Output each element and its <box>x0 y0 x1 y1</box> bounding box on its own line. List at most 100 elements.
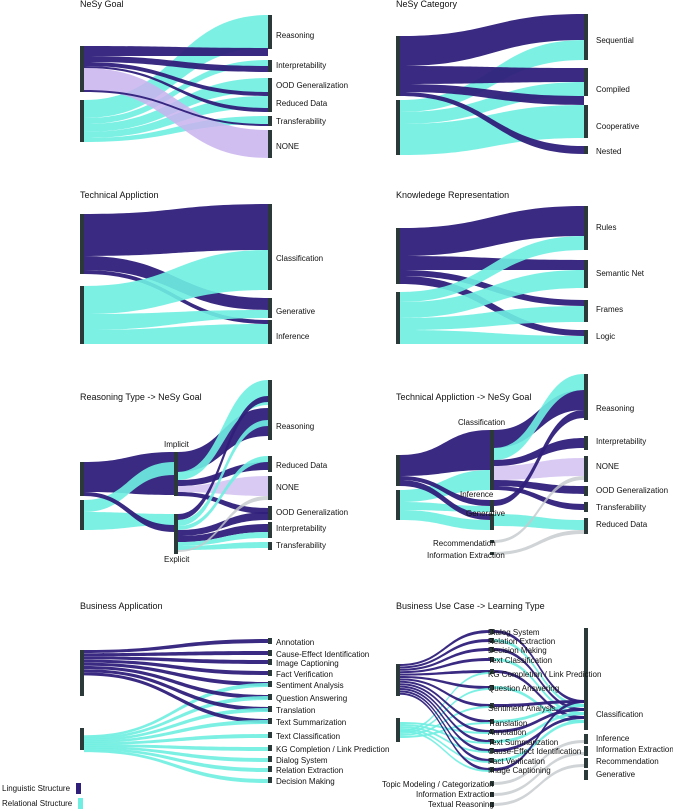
node-tg-0 <box>584 374 588 420</box>
node-linguistic <box>80 214 84 274</box>
node-rg-1 <box>268 456 272 472</box>
node-linguistic <box>80 46 84 92</box>
label-translation: Translation <box>276 706 315 715</box>
flow-mid-3 <box>494 658 584 715</box>
label-image-captioning: Image Captioning <box>276 659 339 668</box>
node-ba-2 <box>268 659 272 665</box>
node-mid-10 <box>490 748 494 753</box>
flow-exp-reduced <box>178 456 268 530</box>
label-reduced-data: Reduced Data <box>596 520 648 529</box>
flow-ling-interpretability <box>84 56 268 72</box>
node-mid-5 <box>490 685 494 690</box>
node-mid-2 <box>490 647 494 652</box>
node-ba-3 <box>268 670 272 676</box>
label-compiled: Compiled <box>596 85 630 94</box>
flow-imp-none <box>178 476 268 496</box>
flow-rel-5 <box>400 688 490 734</box>
node-rg-0 <box>268 380 272 440</box>
node-cat-3 <box>584 146 588 154</box>
flow-ling-11 <box>400 690 490 762</box>
label-fact-verification: Fact Verification <box>276 670 333 679</box>
node-mid-3 <box>490 657 494 662</box>
node-linguistic <box>396 228 400 284</box>
flow-rel-generative <box>400 510 490 530</box>
flow-rel-interpretability <box>84 60 268 124</box>
label-inference: Inference <box>460 490 494 499</box>
node-tg-3 <box>584 486 588 496</box>
title-technical-application: Technical Appliction <box>80 190 159 200</box>
node-mid-7 <box>490 719 494 724</box>
node-kr-2 <box>584 300 588 322</box>
node-goal-5 <box>268 130 272 158</box>
label-ood-generalization: OOD Generalization <box>596 486 668 495</box>
node-lt-4 <box>584 770 588 780</box>
label-cause-effect-identification: Cause-Effect Identification <box>276 650 369 659</box>
flow-rec-none <box>494 476 584 543</box>
node-tech-1 <box>268 298 272 318</box>
label-recommendation: Recommendation <box>596 757 659 766</box>
label-inference: Inference <box>276 332 310 341</box>
label-relation-extraction: Relation Extraction <box>276 766 343 775</box>
flow-ling-reduced <box>84 66 268 112</box>
flow-ling-3 <box>400 658 490 674</box>
node-linguistic <box>396 455 400 486</box>
label-image-captioning: Image Captioning <box>488 766 551 775</box>
flow-exp-transfer <box>178 542 268 550</box>
flow-rel-inference <box>84 324 268 344</box>
node-rg-5 <box>268 542 272 550</box>
flow-ling-1 <box>400 639 490 669</box>
node-ba-5 <box>268 694 272 700</box>
flow-mid-1 <box>494 639 584 707</box>
label-text-classification: Text Classification <box>276 732 340 741</box>
flow-rel-12 <box>84 749 268 783</box>
label-sequential: Sequential <box>596 36 634 45</box>
flow-ling-1 <box>84 651 268 657</box>
node-classification <box>490 430 494 490</box>
node-layer <box>80 14 588 807</box>
node-linguistic <box>80 650 84 696</box>
flow-exp-reasoning <box>178 396 268 520</box>
node-goal-2 <box>268 78 272 96</box>
flow-ling-0 <box>400 630 490 666</box>
flow-ling-classification <box>400 430 490 476</box>
label-none: NONE <box>276 142 299 151</box>
node-mid-13 <box>490 781 494 786</box>
flow-mid-4 <box>494 670 584 719</box>
flow-rel-9 <box>84 744 268 751</box>
node-mid-11 <box>490 758 494 763</box>
label-rules: Rules <box>596 223 616 232</box>
label-reasoning: Reasoning <box>276 31 314 40</box>
title-nesy-goal: NeSy Goal <box>80 0 124 9</box>
flow-ling-nested <box>400 92 584 154</box>
flow-ling-12 <box>400 692 490 771</box>
label-relation-extraction: Relation Extraction <box>488 637 555 646</box>
node-explicit <box>174 514 178 554</box>
node-tg-1 <box>584 436 588 450</box>
flow-mid-9 <box>494 712 584 743</box>
label-generative: Generative <box>466 509 506 518</box>
node-generative <box>490 514 494 530</box>
label-kg-completion: KG Completion / Link Prediction <box>488 670 601 679</box>
node-kr-1 <box>584 260 588 288</box>
flow-rel-7 <box>400 722 490 738</box>
label-transferability: Transferability <box>276 117 326 126</box>
label-ood-generalization: OOD Generalization <box>276 81 348 90</box>
flow-cls-ood <box>494 480 584 494</box>
flow-ling-semantic <box>400 256 584 270</box>
label-information-extraction: Information Extraction <box>596 745 673 754</box>
legend-swatch-relational <box>78 798 84 809</box>
label-question-answering: Question Answering <box>488 684 559 693</box>
title-knowledge-representation: Knowledege Representation <box>396 190 509 200</box>
flow-cls-none <box>494 458 584 480</box>
legend-label-relational: Relational Structure <box>2 799 73 808</box>
label-inference: Inference <box>596 734 630 743</box>
node-goal-4 <box>268 116 272 126</box>
label-none: NONE <box>276 483 299 492</box>
node-goal-1 <box>268 60 272 72</box>
label-reduced-data: Reduced Data <box>276 99 328 108</box>
flow-rel-6 <box>84 708 268 742</box>
flow-ling-transfer <box>84 90 268 126</box>
node-mid-1 <box>490 638 494 643</box>
node-ba-8 <box>268 732 272 738</box>
